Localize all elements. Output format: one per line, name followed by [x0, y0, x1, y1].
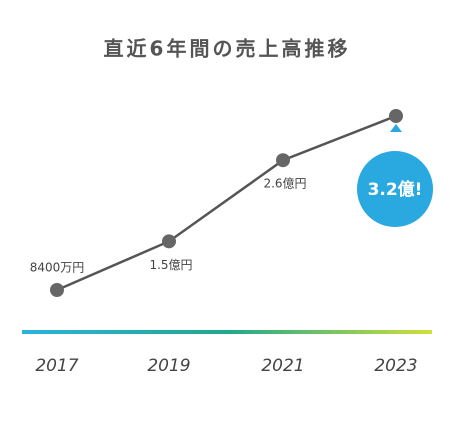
x-tick-label: 2019 [147, 356, 190, 376]
point [276, 153, 290, 168]
value-label: 2.6億円 [263, 177, 306, 191]
chart-title: 直近6年間の売上高推移 [104, 37, 351, 61]
point [389, 109, 403, 123]
point [162, 234, 176, 249]
value-label: 3.2億! [368, 179, 423, 200]
line [56, 114, 397, 292]
x-tick-label: 2023 [374, 356, 417, 376]
x-tick-label: 2017 [35, 356, 78, 376]
bubble-pointer [390, 124, 402, 132]
x-axis-line [22, 330, 432, 334]
x-tick-label: 2021 [261, 356, 304, 376]
bubble [357, 151, 433, 227]
point [50, 283, 64, 297]
value-label: 1.5億円 [149, 258, 192, 272]
value-label: 8400万円 [30, 261, 85, 275]
